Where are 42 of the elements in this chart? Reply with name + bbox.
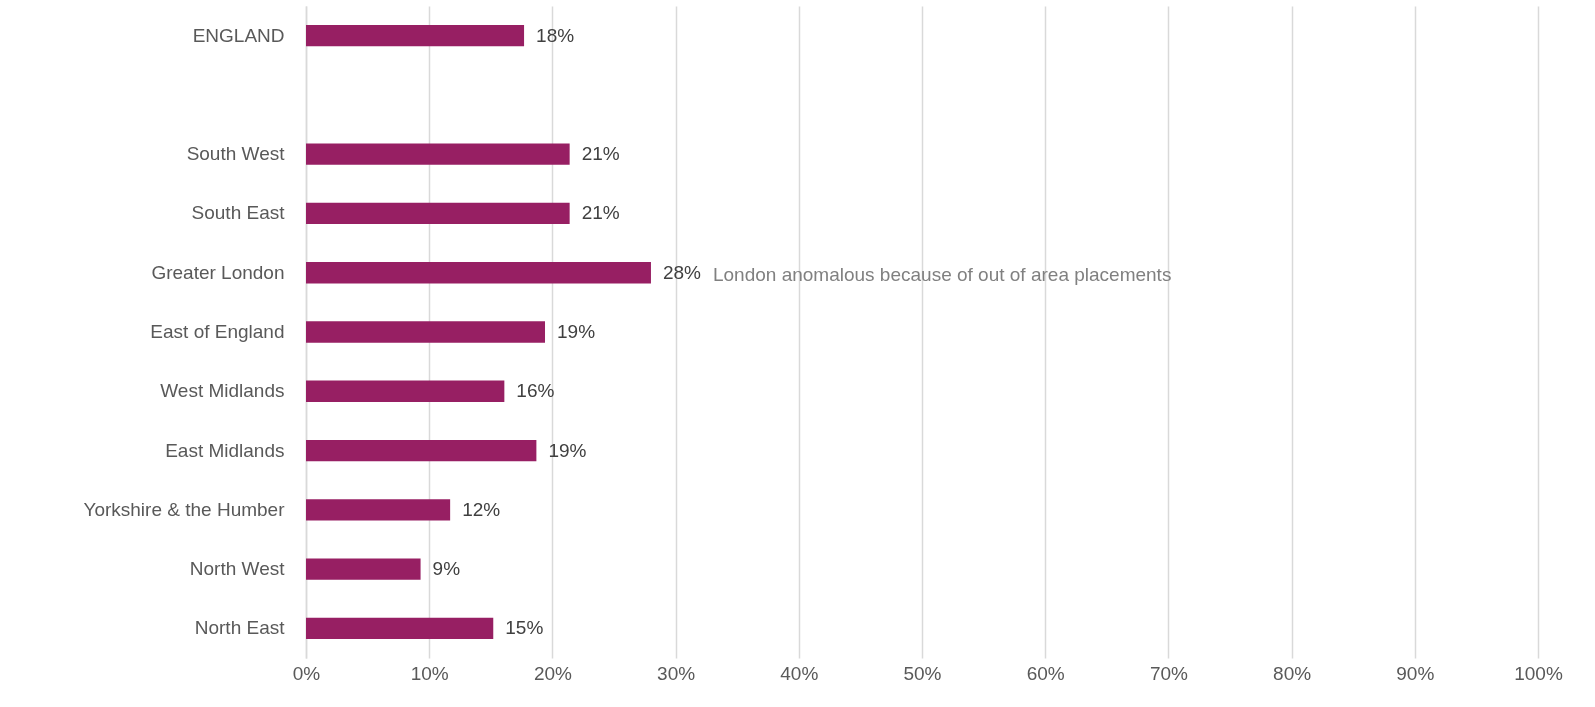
x-tick-label: 80%	[1273, 662, 1312, 684]
bar	[306, 380, 505, 402]
bar	[306, 262, 651, 284]
data-label: 18%	[536, 24, 575, 46]
y-tick-label: Yorkshire & the Humber	[83, 498, 286, 520]
annotation: London anomalous because of out of area placements	[712, 263, 1172, 285]
data-label: 21%	[581, 143, 620, 165]
y-tick-label: East of England	[150, 321, 285, 342]
x-tick-label: 20%	[533, 662, 573, 684]
data-label: 12%	[462, 498, 501, 520]
data-label: 19%	[548, 439, 587, 461]
data-label: 21%	[581, 202, 620, 224]
x-tick-label: 70%	[1149, 662, 1189, 684]
bar	[306, 499, 451, 521]
bar	[306, 143, 570, 165]
y-tick-label: Greater London	[151, 261, 285, 283]
data-label: 28%	[662, 261, 702, 283]
bar	[306, 321, 546, 343]
bar	[306, 439, 537, 462]
y-tick-label: ENGLAND	[192, 24, 285, 46]
bar	[306, 558, 421, 580]
bar	[306, 24, 525, 47]
y-tick-label: North West	[189, 558, 286, 580]
y-tick-label: South West	[186, 143, 286, 165]
x-tick-label: 40%	[780, 662, 819, 684]
bar	[306, 617, 494, 640]
x-tick-label: 10%	[410, 662, 449, 684]
data-label: 19%	[557, 321, 596, 342]
x-tick-label: 0%	[292, 662, 321, 684]
x-tick-label: 100%	[1514, 662, 1563, 684]
y-tick-label: West Midlands	[160, 380, 285, 402]
data-label: 16%	[516, 380, 555, 402]
data-label: 15%	[505, 617, 544, 639]
y-tick-label: East Midlands	[165, 439, 285, 461]
y-tick-label: North East	[194, 617, 286, 639]
x-tick-label: 90%	[1396, 662, 1435, 684]
y-tick-label: South East	[191, 202, 286, 224]
bar	[306, 202, 570, 225]
data-label: 9%	[432, 558, 461, 580]
x-tick-label: 60%	[1026, 662, 1065, 684]
x-tick-label: 50%	[903, 662, 942, 684]
x-tick-label: 30%	[657, 662, 696, 684]
